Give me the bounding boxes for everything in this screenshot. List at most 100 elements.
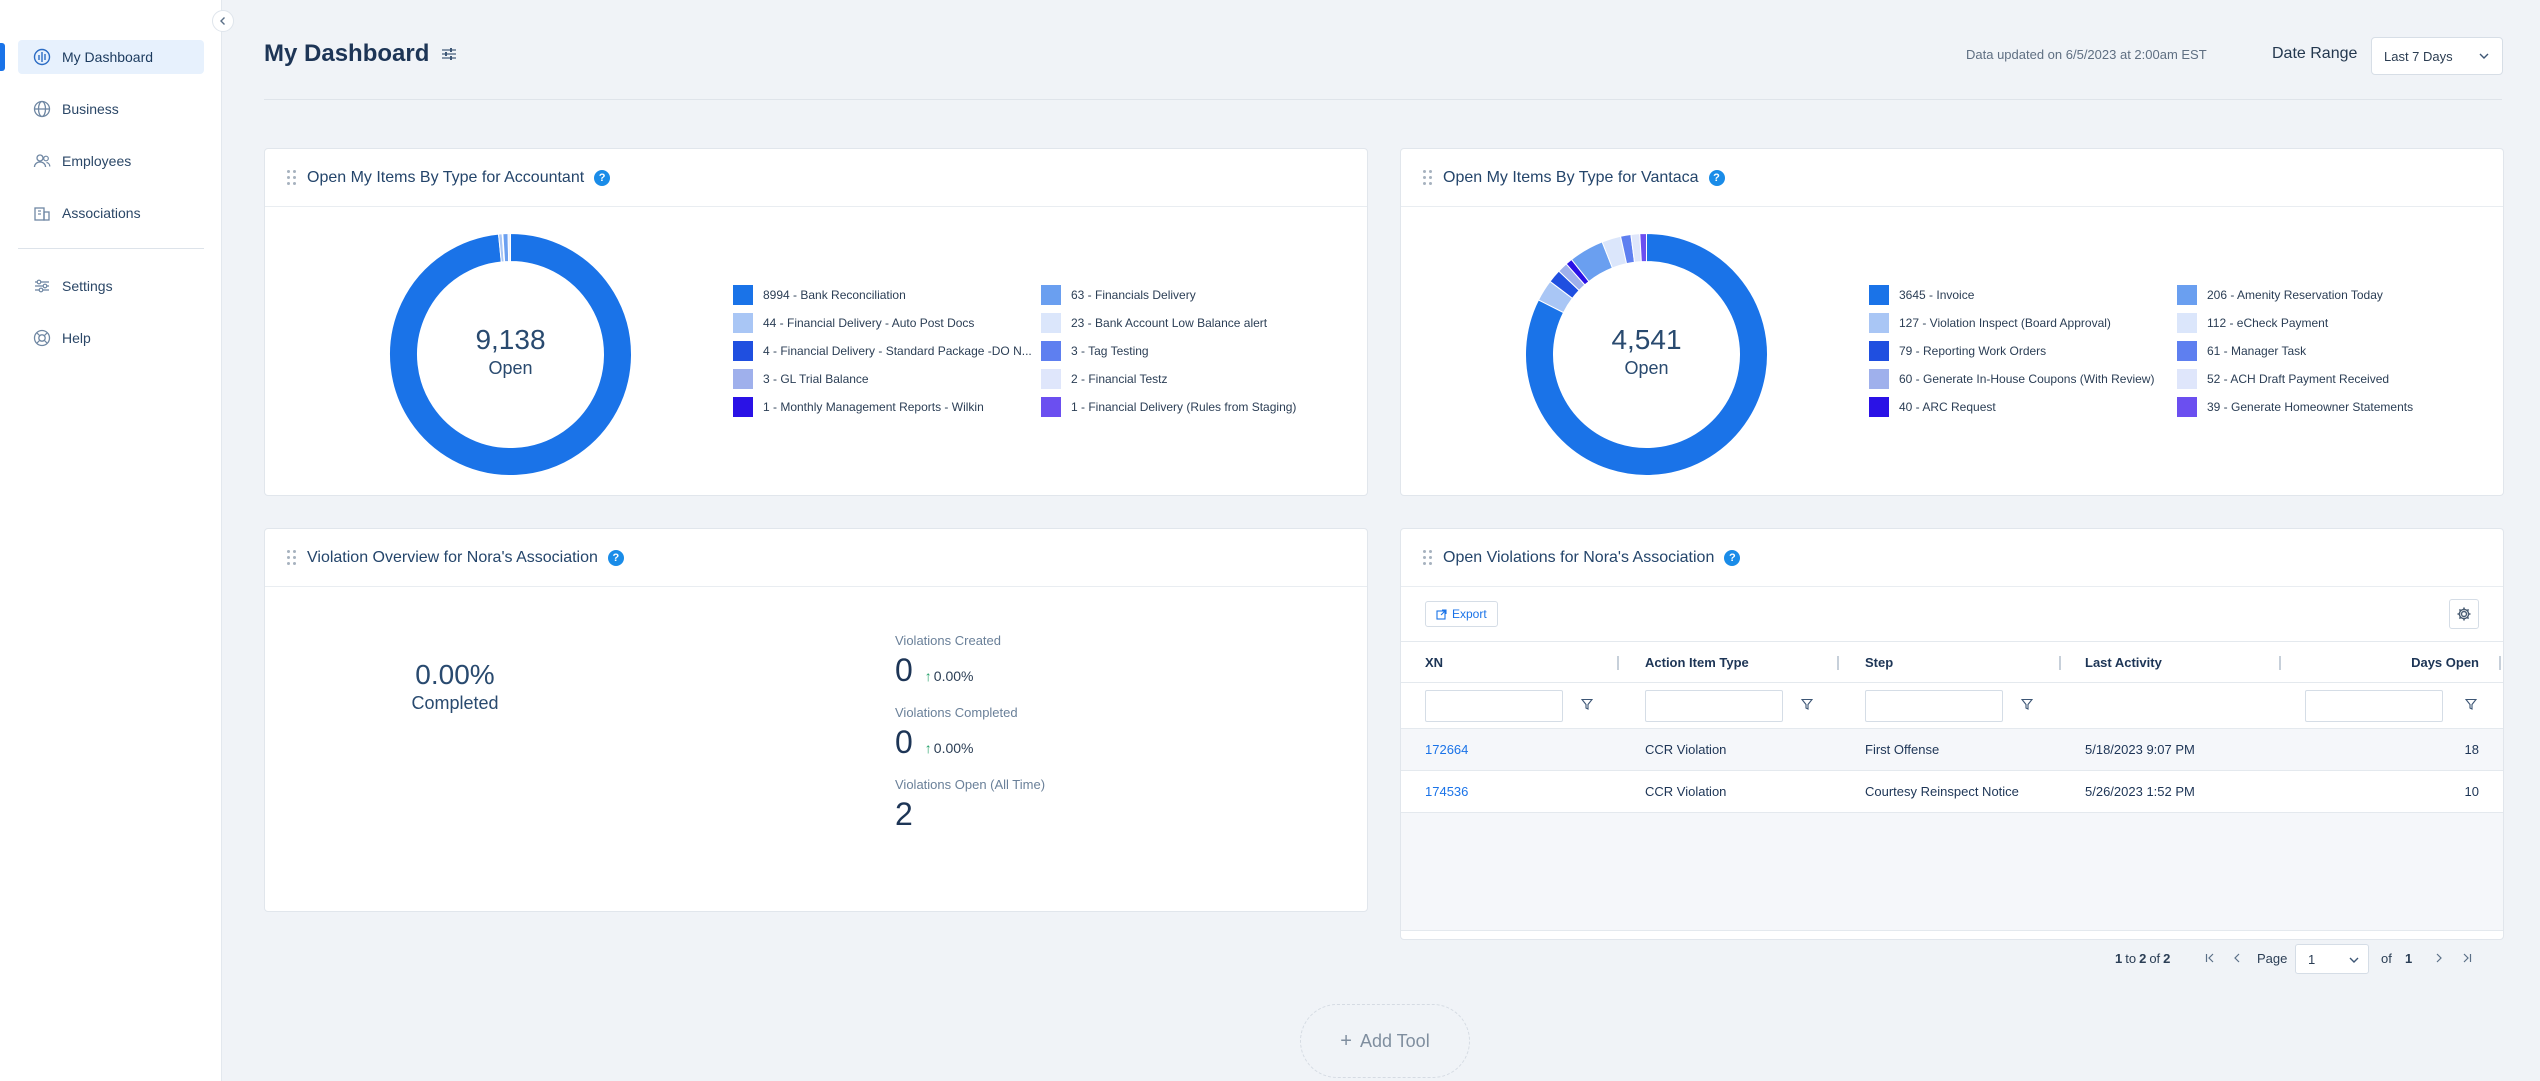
- help-icon[interactable]: ?: [594, 169, 611, 186]
- filter-icon[interactable]: [1801, 698, 1813, 710]
- accountant-donut-svg: [389, 232, 632, 476]
- cell-xn[interactable]: 174536: [1425, 784, 1469, 799]
- legend-label: 3 - Tag Testing: [1071, 344, 1149, 358]
- plus-icon: +: [1340, 1029, 1352, 1052]
- help-icon[interactable]: ?: [1708, 169, 1725, 186]
- drag-handle-icon[interactable]: [287, 550, 296, 565]
- donut-center: 9,138 Open: [388, 232, 633, 477]
- filter-icon[interactable]: [1581, 698, 1593, 710]
- drag-handle-icon[interactable]: [287, 170, 296, 185]
- sidebar-item-help[interactable]: Help: [18, 321, 204, 355]
- filter-icon[interactable]: [2465, 698, 2477, 710]
- customize-icon[interactable]: [441, 47, 457, 61]
- legend-item[interactable]: 79 - Reporting Work Orders: [1869, 341, 2177, 361]
- next-page-icon[interactable]: [2435, 953, 2443, 963]
- column-resize-handle[interactable]: [1617, 656, 1619, 670]
- column-header-last-activity[interactable]: Last Activity: [2085, 654, 2162, 670]
- donut-total: 4,541: [1611, 324, 1682, 355]
- donut-total-label: Open: [1624, 358, 1669, 378]
- date-range-label: Date Range: [2272, 45, 2358, 62]
- sidebar-item-my-dashboard[interactable]: My Dashboard: [0, 40, 204, 74]
- column-resize-handle[interactable]: [2059, 656, 2061, 670]
- legend-item[interactable]: 112 - eCheck Payment: [2177, 313, 2457, 333]
- previous-page-icon[interactable]: [2233, 953, 2241, 963]
- legend-item[interactable]: 23 - Bank Account Low Balance alert: [1041, 313, 1321, 333]
- export-button[interactable]: Export: [1425, 601, 1498, 627]
- pager-range-to: to: [2125, 951, 2137, 966]
- legend-item[interactable]: 127 - Violation Inspect (Board Approval): [1869, 313, 2177, 333]
- legend-item[interactable]: 1 - Financial Delivery (Rules from Stagi…: [1041, 397, 1321, 417]
- legend-swatch: [2177, 341, 2197, 361]
- page-title-text: My Dashboard: [264, 40, 430, 67]
- completed-percentage: 0.00% Completed: [365, 659, 545, 714]
- legend-swatch: [1869, 397, 1889, 417]
- card-title: Open Violations for Nora's Association: [1443, 548, 1715, 566]
- legend-item[interactable]: 63 - Financials Delivery: [1041, 285, 1321, 305]
- donut-slice[interactable]: [1639, 232, 1647, 263]
- page-title: My Dashboard: [264, 40, 457, 68]
- sidebar-item-label: Business: [62, 101, 119, 117]
- filter-icon[interactable]: [2021, 698, 2033, 710]
- legend-item[interactable]: 3 - Tag Testing: [1041, 341, 1321, 361]
- vantaca-items-card: Open My Items By Type for Vantaca ? 4,54…: [1400, 148, 2504, 496]
- last-page-icon[interactable]: [2461, 953, 2472, 963]
- filter-input-xn[interactable]: [1425, 689, 1563, 722]
- drag-handle-icon[interactable]: [1423, 550, 1432, 565]
- legend-item[interactable]: 39 - Generate Homeowner Statements: [2177, 397, 2457, 417]
- sliders-icon: [32, 276, 52, 296]
- sidebar-item-employees[interactable]: Employees: [18, 144, 204, 178]
- legend-item[interactable]: 52 - ACH Draft Payment Received: [2177, 369, 2457, 389]
- column-header-step[interactable]: Step: [1865, 654, 1894, 670]
- table-row[interactable]: 174536 CCR Violation Courtesy Reinspect …: [1401, 771, 2503, 813]
- cell-xn[interactable]: 172664: [1425, 742, 1469, 757]
- legend-item[interactable]: 2 - Financial Testz: [1041, 369, 1321, 389]
- legend-item[interactable]: 3 - GL Trial Balance: [733, 369, 1041, 389]
- stat-delta-value: 0.00%: [933, 668, 974, 684]
- legend-item[interactable]: 60 - Generate In-House Coupons (With Rev…: [1869, 369, 2177, 389]
- sidebar-item-business[interactable]: Business: [18, 92, 204, 126]
- sidebar-item-settings[interactable]: Settings: [18, 269, 204, 303]
- donut-slice[interactable]: [1525, 232, 1768, 476]
- filter-input-days-open[interactable]: [2305, 689, 2443, 722]
- page-number-select[interactable]: 1: [2295, 944, 2369, 974]
- add-tool-button[interactable]: + Add Tool: [1300, 1004, 1470, 1078]
- legend-item[interactable]: 44 - Financial Delivery - Auto Post Docs: [733, 313, 1041, 333]
- legend-label: 4 - Financial Delivery - Standard Packag…: [763, 344, 1032, 358]
- column-resize-handle[interactable]: [2499, 656, 2501, 670]
- legend-item[interactable]: 3645 - Invoice: [1869, 285, 2177, 305]
- column-header-action-item-type[interactable]: Action Item Type: [1645, 654, 1749, 670]
- drag-handle-icon[interactable]: [1423, 170, 1432, 185]
- column-resize-handle[interactable]: [1837, 656, 1839, 670]
- legend-label: 60 - Generate In-House Coupons (With Rev…: [1899, 372, 2155, 386]
- first-page-icon[interactable]: [2205, 953, 2216, 963]
- legend-item[interactable]: 1 - Monthly Management Reports - Wilkin: [733, 397, 1041, 417]
- filter-input-step[interactable]: [1865, 689, 2003, 722]
- sidebar-collapse-button[interactable]: [212, 10, 234, 32]
- stat-violations-created: Violations Created 0 ↑ 0.00%: [895, 633, 1045, 689]
- help-icon[interactable]: ?: [1724, 549, 1741, 566]
- date-range-select[interactable]: Last 7 Days: [2371, 37, 2503, 75]
- legend-item[interactable]: 40 - ARC Request: [1869, 397, 2177, 417]
- stat-value: 0: [895, 724, 913, 760]
- legend-item[interactable]: 8994 - Bank Reconciliation: [733, 285, 1041, 305]
- dashboard-icon: [32, 47, 52, 67]
- legend-item[interactable]: 61 - Manager Task: [2177, 341, 2457, 361]
- column-header-days-open[interactable]: Days Open: [2411, 654, 2479, 670]
- card-title: Open My Items By Type for Accountant: [307, 168, 585, 186]
- grid-settings-button[interactable]: [2449, 599, 2479, 629]
- legend-item[interactable]: 206 - Amenity Reservation Today: [2177, 285, 2457, 305]
- column-resize-handle[interactable]: [2279, 656, 2281, 670]
- help-icon[interactable]: ?: [607, 549, 624, 566]
- sidebar-item-associations[interactable]: Associations: [18, 196, 204, 230]
- legend-label: 39 - Generate Homeowner Statements: [2207, 400, 2414, 414]
- legend-swatch: [1869, 285, 1889, 305]
- filter-input-action-item-type[interactable]: [1645, 689, 1783, 722]
- legend-swatch: [2177, 397, 2197, 417]
- legend-item[interactable]: 4 - Financial Delivery - Standard Packag…: [733, 341, 1041, 361]
- chevron-down-icon: [2478, 50, 2490, 65]
- donut-slice[interactable]: [389, 232, 632, 476]
- table-row[interactable]: 172664 CCR Violation First Offense 5/18/…: [1401, 729, 2503, 771]
- column-header-xn[interactable]: XN: [1425, 654, 1444, 670]
- legend-swatch: [733, 313, 753, 333]
- legend-swatch: [2177, 285, 2197, 305]
